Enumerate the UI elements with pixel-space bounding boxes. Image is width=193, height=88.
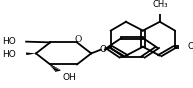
Text: OH: OH (63, 73, 77, 82)
Text: CH₃: CH₃ (152, 0, 168, 9)
Text: O: O (99, 45, 106, 54)
Text: O: O (187, 42, 193, 51)
Text: HO: HO (3, 37, 16, 46)
Polygon shape (26, 52, 36, 55)
Text: HO: HO (3, 50, 16, 59)
Text: O: O (74, 35, 81, 44)
